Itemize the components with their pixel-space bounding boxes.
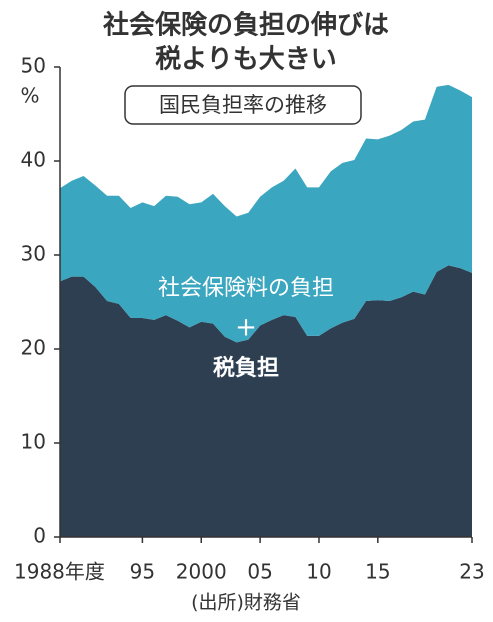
x-tick-label: 15: [365, 560, 390, 584]
y-tick-label: 40: [21, 148, 46, 172]
source: (出所)財務省: [191, 592, 301, 614]
x-tick-label: 23: [459, 560, 484, 584]
x-tick-label: 95: [130, 560, 155, 584]
x-tick-label: 2000: [176, 560, 227, 584]
series-label: 社会保険料の負担: [158, 276, 334, 301]
subtitle: 国民負担率の推移: [159, 93, 327, 117]
y-unit: %: [20, 84, 39, 108]
area: [60, 265, 472, 537]
y-tick-label: 50: [21, 54, 46, 78]
chart-title: 社会保険の負担の伸びは: [103, 10, 389, 41]
y-tick-label: 30: [21, 242, 46, 266]
subtitle-box: [124, 85, 362, 125]
x-tick-label: 05: [247, 560, 272, 584]
y-tick-label: 10: [21, 430, 46, 454]
y-tick-label: 20: [21, 336, 46, 360]
y-tick-label: 0: [33, 524, 46, 548]
series-label: 税負担: [213, 355, 279, 381]
x-tick-label: 10: [306, 560, 331, 584]
chart-title: 税よりも大きい: [155, 45, 336, 75]
annotation: +: [235, 313, 257, 343]
x-tick-label: 1988年度: [14, 560, 105, 584]
area: [60, 84, 472, 343]
